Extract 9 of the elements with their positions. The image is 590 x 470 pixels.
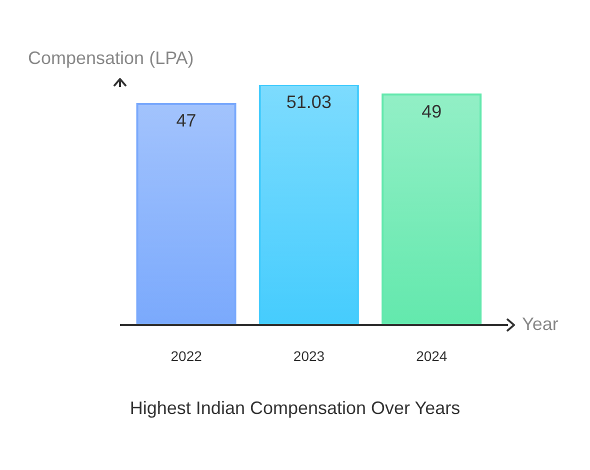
- x-axis-title: Year: [522, 314, 558, 335]
- x-tick-label: 2024: [416, 348, 448, 364]
- data-label: 47: [176, 110, 196, 131]
- text: Highest Indian Compensation Over Years: [128, 398, 462, 419]
- y-axis-title: Compensation (LPA): [28, 48, 194, 69]
- data-label: 49: [422, 101, 442, 122]
- x-tick-label: 2022: [170, 348, 202, 364]
- x-tick-label: 2023: [293, 348, 325, 364]
- data-label: 51.03: [286, 92, 332, 112]
